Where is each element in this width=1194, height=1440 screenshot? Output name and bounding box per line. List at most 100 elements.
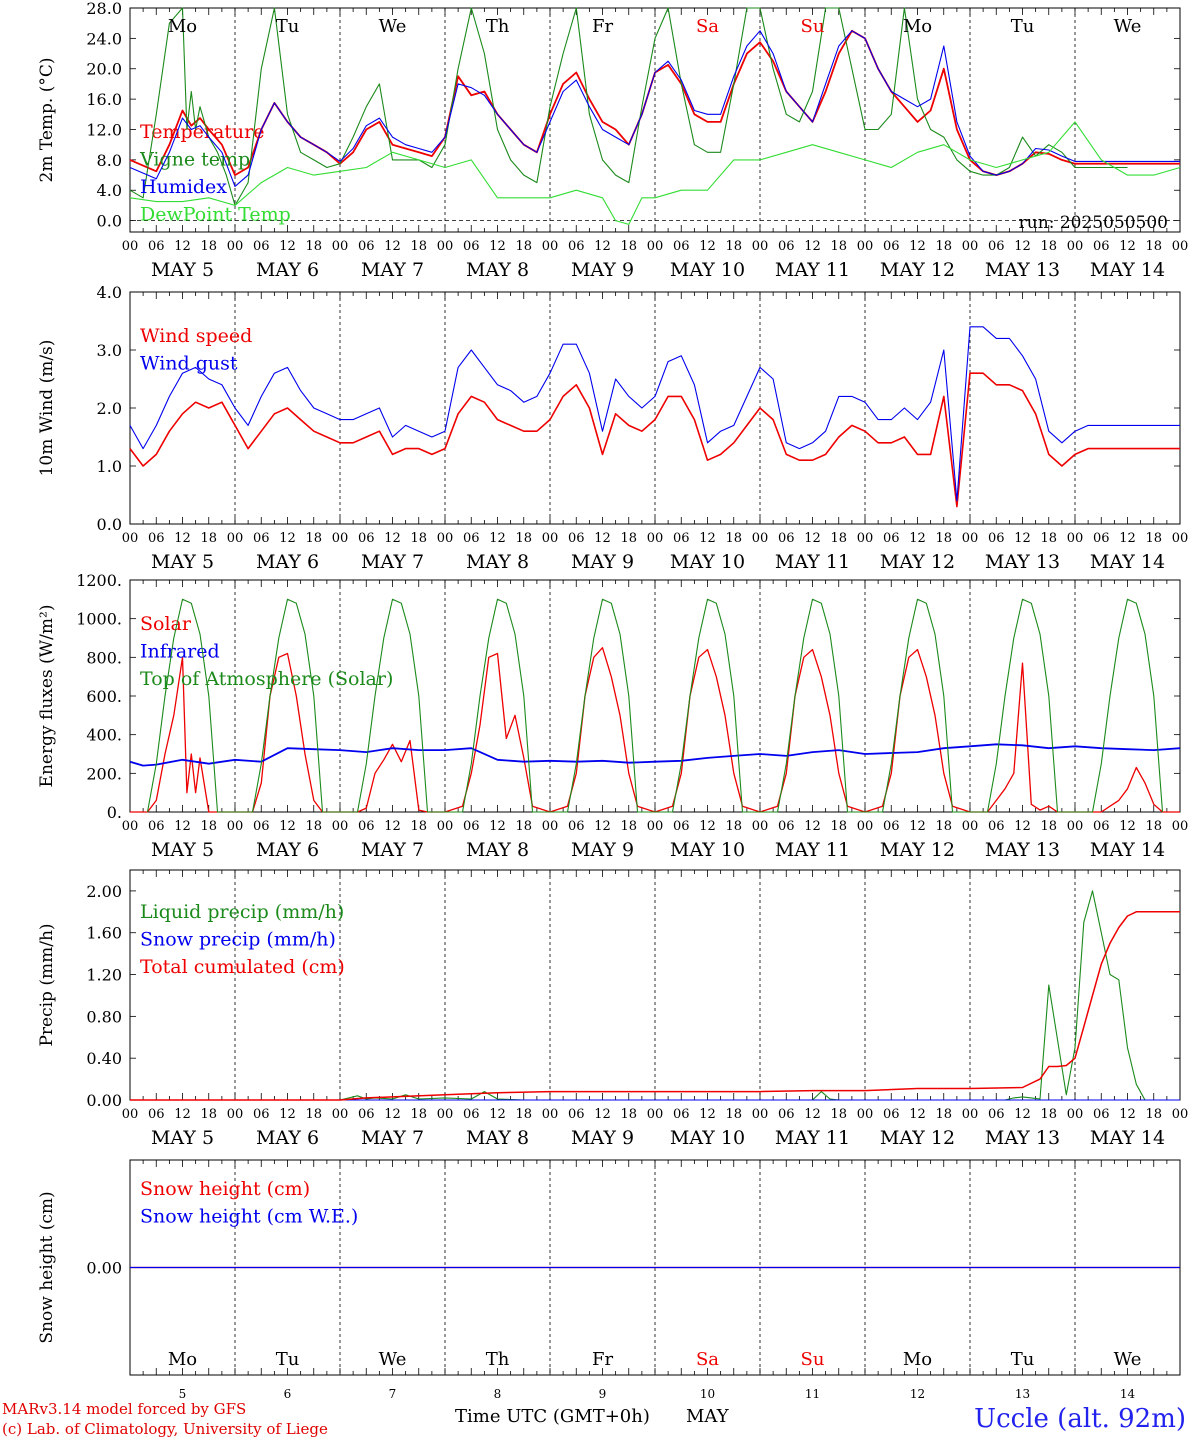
- x-hour-label: 00: [1172, 531, 1189, 546]
- y-tick-label: 200.: [86, 764, 122, 783]
- x-hour-label: 12: [594, 819, 611, 834]
- series-line: [129, 743, 1181, 767]
- x-hour-label: 00: [647, 531, 664, 546]
- day-number-label: 12: [910, 1387, 925, 1400]
- x-hour-label: 18: [515, 531, 532, 546]
- y-tick-label: 800.: [86, 648, 122, 667]
- y-axis-label: Energy fluxes (W/m²): [37, 605, 57, 788]
- series-line: [129, 326, 1180, 502]
- x-date-label: MAY 5: [151, 1127, 214, 1149]
- x-hour-label: 00: [962, 239, 979, 254]
- x-date-label: MAY 12: [880, 259, 955, 281]
- x-hour-label: 12: [279, 819, 296, 834]
- y-tick-label: 3.0: [97, 341, 122, 360]
- x-hour-label: 06: [463, 1107, 480, 1122]
- x-hour-label: 00: [1172, 1107, 1189, 1122]
- weekday-label-bottom: Su: [801, 1349, 825, 1370]
- x-hour-label: 00: [332, 819, 349, 834]
- x-hour-label: 06: [883, 819, 900, 834]
- y-tick-label: 0.: [107, 803, 122, 822]
- series-line: [146, 598, 1164, 813]
- x-date-label: MAY 7: [361, 551, 424, 573]
- weekday-label-bottom: Mo: [903, 1349, 932, 1370]
- weekday-label-bottom: Tu: [1011, 1349, 1035, 1370]
- x-hour-label: 12: [804, 1107, 821, 1122]
- y-tick-label: 2.00: [86, 882, 122, 901]
- x-hour-label: 00: [332, 531, 349, 546]
- x-hour-label: 12: [1119, 1107, 1136, 1122]
- x-hour-label: 12: [1014, 1107, 1031, 1122]
- x-hour-label: 06: [1093, 1107, 1110, 1122]
- x-hour-label: 12: [594, 239, 611, 254]
- x-hour-label: 18: [725, 1107, 742, 1122]
- x-hour-label: 00: [962, 819, 979, 834]
- x-hour-label: 12: [804, 239, 821, 254]
- y-tick-label: 1200.: [76, 571, 122, 590]
- x-hour-label: 12: [699, 1107, 716, 1122]
- x-date-label: MAY 8: [466, 551, 529, 573]
- y-axis-label: Precip (mm/h): [37, 923, 57, 1046]
- x-date-label: MAY 7: [361, 259, 424, 281]
- y-tick-label: 16.0: [86, 90, 122, 109]
- legend-entry: Solar: [140, 613, 192, 635]
- x-hour-label: 00: [227, 239, 244, 254]
- y-tick-label: 8.0: [97, 151, 122, 170]
- x-hour-label: 18: [830, 819, 847, 834]
- legend-entry: Total cumulated (cm): [140, 956, 345, 978]
- series-line: [129, 121, 1181, 225]
- x-hour-label: 06: [463, 531, 480, 546]
- x-hour-label: 12: [279, 531, 296, 546]
- weekday-label-bottom: Tu: [276, 1349, 300, 1370]
- x-hour-label: 18: [935, 531, 952, 546]
- x-hour-label: 12: [1119, 819, 1136, 834]
- x-hour-label: 06: [358, 239, 375, 254]
- x-hour-label: 00: [227, 1107, 244, 1122]
- x-hour-label: 18: [515, 819, 532, 834]
- y-tick-label: 600.: [86, 687, 122, 706]
- x-hour-label: 12: [384, 531, 401, 546]
- x-hour-label: 18: [410, 239, 427, 254]
- x-hour-label: 12: [489, 239, 506, 254]
- lab-credit: (c) Lab. of Climatology, University of L…: [2, 1420, 328, 1438]
- x-hour-label: 18: [1145, 531, 1162, 546]
- weekday-label-top: Mo: [903, 16, 932, 37]
- x-date-label: MAY 8: [466, 259, 529, 281]
- y-tick-label: 0.00: [86, 1091, 122, 1110]
- x-hour-label: 18: [410, 531, 427, 546]
- x-hour-label: 18: [1145, 1107, 1162, 1122]
- x-hour-label: 18: [200, 531, 217, 546]
- x-date-label: MAY 9: [571, 551, 634, 573]
- x-hour-label: 06: [253, 1107, 270, 1122]
- panel-2: 0.0 1.0 2.0 3.0 4.0 10m Wind (m/s) Wind speed W…: [37, 283, 1188, 573]
- day-number-label: 10: [700, 1387, 715, 1400]
- x-hour-label: 00: [647, 1107, 664, 1122]
- x-hour-label: 18: [725, 239, 742, 254]
- x-hour-label: 06: [883, 1107, 900, 1122]
- x-hour-label: 06: [253, 531, 270, 546]
- legend-entry: Wind speed: [140, 325, 252, 347]
- y-tick-label: 0.0: [97, 212, 122, 231]
- legend-entry: Wind gust: [140, 353, 238, 375]
- x-hour-label: 18: [830, 239, 847, 254]
- x-hour-label: 00: [752, 531, 769, 546]
- x-hour-label: 12: [1014, 239, 1031, 254]
- x-hour-label: 12: [1014, 819, 1031, 834]
- x-hour-label: 06: [1093, 239, 1110, 254]
- weekday-label-bottom: We: [379, 1349, 407, 1370]
- panel-4: 0.00 0.40 0.80 1.20 1.60 2.00 Precip (mm/h) Liq…: [37, 869, 1189, 1149]
- x-hour-label: 06: [883, 239, 900, 254]
- x-hour-label: 00: [752, 1107, 769, 1122]
- x-hour-label: 00: [857, 531, 874, 546]
- x-hour-label: 00: [437, 1107, 454, 1122]
- x-date-label: MAY 11: [775, 259, 850, 281]
- x-hour-label: 00: [962, 1107, 979, 1122]
- x-hour-label: 12: [1014, 531, 1031, 546]
- y-tick-label: 20.0: [86, 60, 122, 79]
- x-hour-label: 18: [305, 239, 322, 254]
- day-number-label: 11: [805, 1387, 820, 1400]
- y-tick-label: 1000.: [76, 610, 122, 629]
- x-date-label: MAY 14: [1090, 839, 1165, 861]
- x-hour-label: 18: [830, 531, 847, 546]
- x-date-label: MAY 11: [775, 551, 850, 573]
- day-number-label: 8: [494, 1387, 502, 1400]
